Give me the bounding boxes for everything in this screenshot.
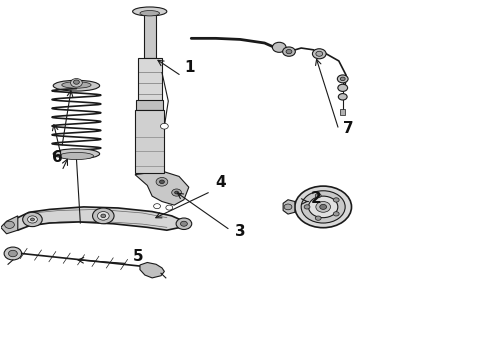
Circle shape [23,212,42,226]
Circle shape [8,250,17,257]
Circle shape [27,216,37,223]
Ellipse shape [133,7,167,16]
Circle shape [283,47,295,56]
Polygon shape [10,207,184,230]
Text: 3: 3 [235,224,246,239]
Ellipse shape [62,82,91,88]
Circle shape [272,42,286,52]
Circle shape [71,78,82,87]
Circle shape [174,191,178,194]
Circle shape [30,218,34,221]
Circle shape [154,204,160,209]
Circle shape [98,212,109,220]
Circle shape [295,186,351,228]
Text: 7: 7 [343,121,353,136]
Circle shape [333,212,339,216]
Circle shape [333,198,339,202]
Circle shape [93,208,114,224]
Circle shape [4,221,14,228]
Circle shape [156,177,168,186]
Bar [138,58,162,101]
Circle shape [180,221,187,226]
Circle shape [320,204,327,210]
Ellipse shape [53,80,99,91]
Polygon shape [0,216,18,234]
Circle shape [74,80,79,84]
Circle shape [315,216,321,220]
Circle shape [166,205,172,210]
Circle shape [284,204,292,210]
Text: 5: 5 [133,249,143,264]
Polygon shape [283,200,295,214]
Circle shape [337,75,348,83]
Circle shape [338,94,347,100]
Ellipse shape [59,152,94,159]
Circle shape [304,205,310,209]
Bar [136,100,163,110]
Circle shape [286,49,292,54]
Polygon shape [135,171,189,205]
Ellipse shape [140,10,159,16]
Circle shape [309,196,338,218]
Ellipse shape [53,149,99,159]
Circle shape [4,247,22,260]
Circle shape [159,180,164,184]
Circle shape [338,84,347,91]
Circle shape [301,191,345,223]
Bar [144,15,156,58]
Circle shape [101,214,106,218]
Text: 6: 6 [52,150,63,165]
Text: 2: 2 [311,191,322,206]
Circle shape [316,51,323,56]
Bar [135,110,164,173]
Polygon shape [140,262,164,278]
Text: 1: 1 [184,60,195,75]
Circle shape [340,77,345,81]
Text: 4: 4 [216,175,226,190]
Circle shape [315,193,321,198]
Circle shape [160,123,168,129]
Circle shape [316,202,331,212]
Circle shape [313,49,326,59]
Circle shape [172,189,181,196]
Bar [340,109,345,115]
Circle shape [176,218,192,229]
